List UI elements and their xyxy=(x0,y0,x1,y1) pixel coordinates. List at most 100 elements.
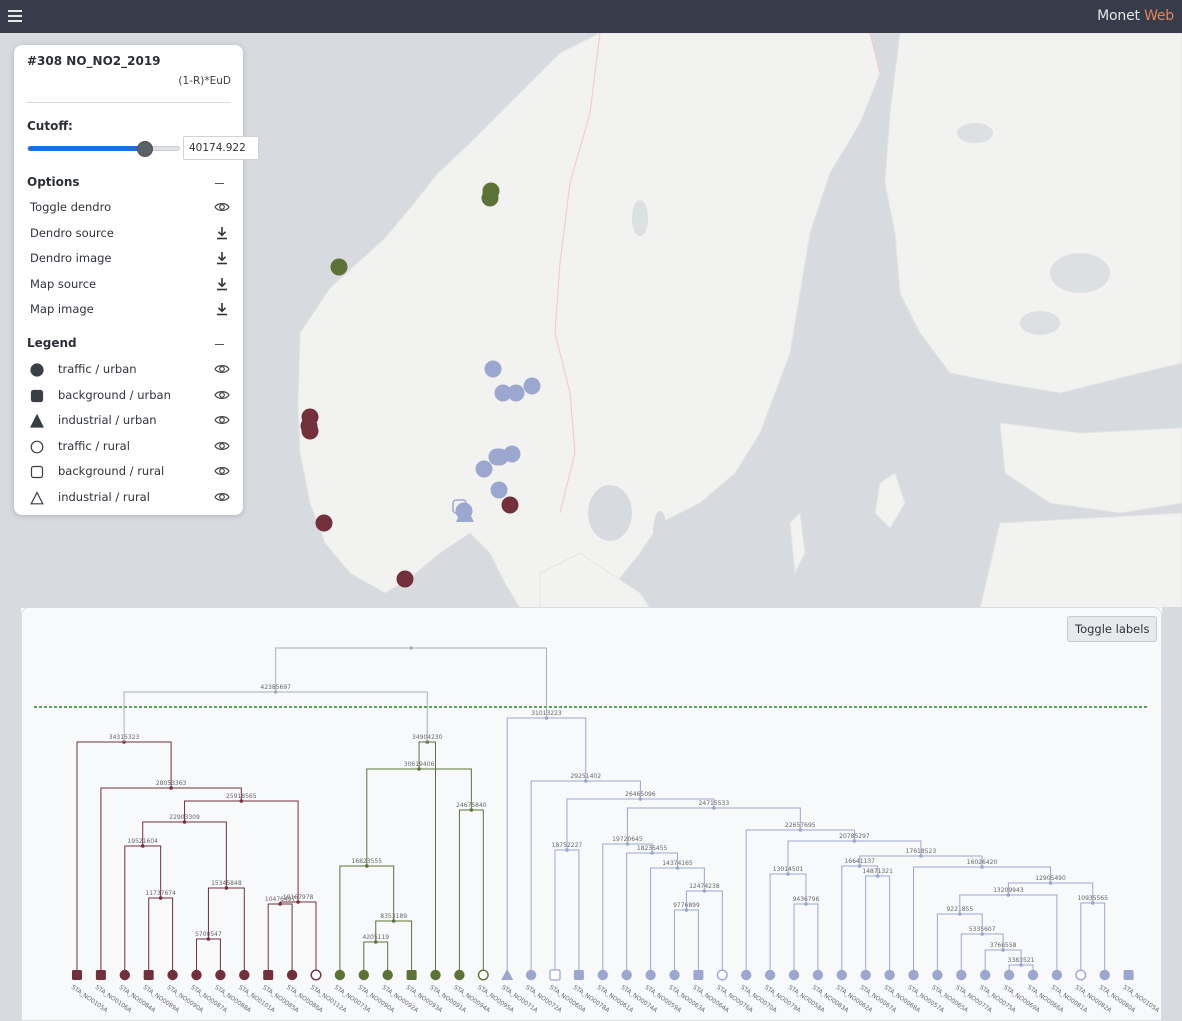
dendro-node xyxy=(1090,901,1095,905)
top-bar: Monet Web xyxy=(0,0,1182,33)
eye-icon[interactable] xyxy=(214,199,230,215)
lake-a xyxy=(1020,311,1060,335)
options-collapse-icon[interactable] xyxy=(214,177,226,189)
dendro-node xyxy=(875,874,880,878)
leaf-marker xyxy=(382,969,393,981)
brand-accent: Web xyxy=(1144,8,1174,24)
leaf-marker xyxy=(477,969,489,981)
control-panel: #308 NO_NO2_2019 (1-R)*EuD Cutoff: Optio… xyxy=(14,45,259,515)
option-dendro-image[interactable]: Dendro image xyxy=(26,247,232,269)
eye-icon[interactable] xyxy=(214,412,230,428)
dendro-node xyxy=(1048,881,1053,885)
leaf-marker xyxy=(501,969,514,980)
leaf-marker xyxy=(1003,969,1015,981)
triangle-filled-symbol-icon xyxy=(30,413,44,428)
dendro-link xyxy=(267,903,293,975)
dendro-node xyxy=(1019,963,1023,967)
map-marker xyxy=(523,377,541,395)
dendro-link xyxy=(363,941,389,975)
dendro-link xyxy=(793,903,819,975)
leaf-marker xyxy=(191,969,202,981)
dendro-link xyxy=(418,741,436,975)
option-toggle-dendro[interactable]: Toggle dendro xyxy=(26,196,232,218)
option-map-source[interactable]: Map source xyxy=(26,273,232,295)
leaf-marker xyxy=(573,970,584,980)
leaf-marker xyxy=(884,969,895,981)
dendro-node xyxy=(684,908,689,912)
eye-icon[interactable] xyxy=(214,438,230,454)
circle-filled-symbol-icon xyxy=(30,362,44,377)
dendro-node xyxy=(278,902,282,906)
dendro-link xyxy=(1080,902,1106,975)
option-label: Dendro image xyxy=(30,251,112,265)
map-marker xyxy=(330,258,348,276)
option-label: Toggle dendro xyxy=(30,200,112,214)
leaf-marker xyxy=(860,969,871,981)
option-label: Map image xyxy=(30,302,94,316)
download-icon[interactable] xyxy=(214,250,230,266)
dendro-node xyxy=(702,889,707,893)
legend-collapse-icon[interactable] xyxy=(214,338,226,350)
hamburger-menu-icon[interactable] xyxy=(6,6,26,26)
dendrogram-chart: 5700547117376741952160415345848229033091… xyxy=(34,646,1161,1015)
dendro-link xyxy=(142,821,227,888)
leaf-marker xyxy=(956,969,967,981)
leaf-marker xyxy=(764,969,776,981)
download-icon[interactable] xyxy=(214,225,230,241)
legend-item: background / urban xyxy=(26,384,232,406)
cutoff-slider-handle[interactable] xyxy=(137,141,154,157)
dendro-link xyxy=(366,768,472,866)
legend-heading: Legend xyxy=(27,336,77,350)
eye-icon[interactable] xyxy=(214,387,230,403)
leaf-marker xyxy=(454,969,465,981)
download-icon[interactable] xyxy=(214,301,230,317)
island-oland xyxy=(789,511,806,575)
map-marker xyxy=(494,384,512,402)
dendro-node xyxy=(373,940,378,944)
brand-main: Monet xyxy=(1097,8,1140,24)
option-map-image[interactable]: Map image xyxy=(26,298,232,320)
map-marker xyxy=(503,445,521,463)
leaf-marker xyxy=(119,969,130,981)
legend-label: traffic / rural xyxy=(58,438,130,453)
dendro-link xyxy=(865,875,891,975)
map-marker xyxy=(475,460,493,478)
leaf-marker xyxy=(741,969,752,981)
leaf-marker xyxy=(430,969,441,981)
leaf-marker xyxy=(716,969,728,981)
land-finland xyxy=(884,33,1182,394)
divider xyxy=(26,102,231,103)
leaf-marker xyxy=(95,970,106,980)
land-latvia xyxy=(979,512,1182,608)
option-dendro-source[interactable]: Dendro source xyxy=(26,222,232,244)
dendro-link xyxy=(841,865,879,975)
cutoff-input[interactable] xyxy=(183,136,259,160)
cutoff-slider[interactable] xyxy=(27,141,180,157)
dendro-node xyxy=(786,872,790,876)
dendro-link xyxy=(124,845,162,975)
lake-vattern xyxy=(653,511,667,555)
cutoff-label: Cutoff: xyxy=(27,119,73,133)
eye-icon[interactable] xyxy=(214,489,230,505)
legend-label: industrial / rural xyxy=(58,489,150,504)
leaf-marker xyxy=(358,969,369,981)
leaf-marker xyxy=(812,969,824,981)
circle-outline-symbol-icon xyxy=(30,439,44,453)
toggle-labels-button[interactable]: Toggle labels xyxy=(1067,616,1158,642)
eye-icon[interactable] xyxy=(214,361,230,377)
dendro-link xyxy=(769,873,807,975)
dendro-link xyxy=(960,933,1004,975)
dendro-link xyxy=(375,920,413,975)
land-denmark xyxy=(539,552,651,608)
border-sweden-finland xyxy=(869,33,881,74)
map-marker xyxy=(481,189,499,207)
brand-logo: Monet Web xyxy=(1097,8,1174,24)
dendro-node xyxy=(409,646,413,650)
map-marker xyxy=(315,514,333,532)
leaf-marker xyxy=(669,969,680,981)
dendro-node xyxy=(224,886,229,890)
download-icon[interactable] xyxy=(214,276,230,292)
dendro-link xyxy=(123,691,428,742)
map-marker xyxy=(501,496,519,514)
eye-icon[interactable] xyxy=(214,463,230,479)
